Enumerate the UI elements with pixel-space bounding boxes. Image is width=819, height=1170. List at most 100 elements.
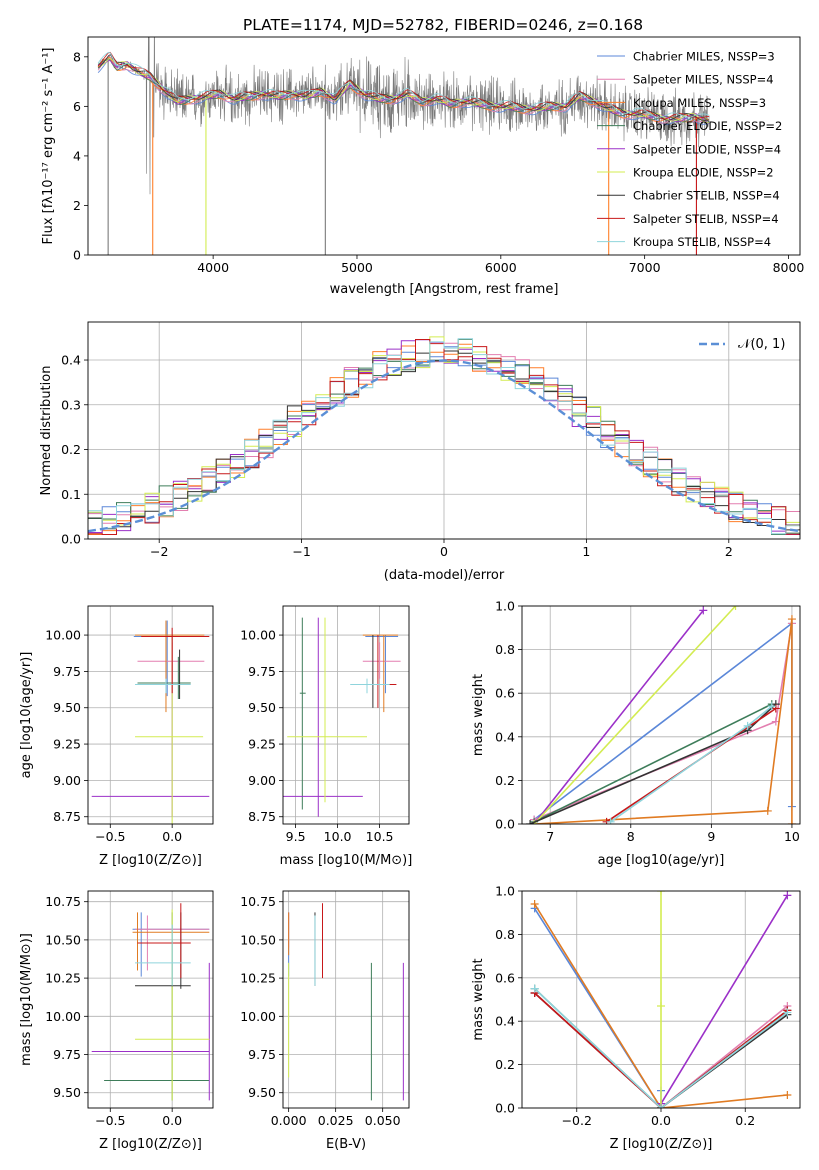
weight-line-2 [533, 903, 788, 1108]
x-tick-label: 0.0 [162, 829, 182, 844]
x-tick-label: −2 [150, 544, 168, 559]
plot-area [97, 37, 710, 255]
weight-marker-5 [530, 820, 539, 824]
y-tick-label: 2 [73, 198, 81, 213]
x-tick-label: 4000 [197, 260, 229, 275]
y-tick-label: 8.75 [53, 809, 81, 824]
legend-entry: Salpeter MILES, NSSP=4 [633, 73, 774, 87]
y-tick-label: 4 [73, 148, 81, 163]
axes-frame [87, 605, 214, 825]
plot-area [288, 903, 404, 1101]
x-tick-label: 0.000 [271, 1113, 307, 1128]
weight-line-5 [533, 606, 737, 824]
y-tick-label: 10.00 [240, 628, 276, 643]
axes-frame [87, 321, 801, 540]
panel-weight_vs_z: −0.2 0.0 0.2 0.0 0.2 0.4 0.6 0.8 1.0 Z [log10(Z/Z… [471, 884, 801, 1152]
weight-marker-2 [530, 900, 539, 909]
y-tick-label: 10.00 [240, 1009, 276, 1024]
x-tick-label: 10.0 [324, 829, 352, 844]
y-axis-label: age [log10(age/yr)] [19, 652, 34, 779]
y-axis-label: mass [log10(M/M⊙)] [19, 933, 34, 1066]
y-tick-label: 9.75 [53, 664, 81, 679]
weight-marker-8 [767, 702, 776, 711]
panel-age_vs_z: −0.5 0.0 8.75 9.00 9.25 9.50 9.75 10.00 Z [log10… [19, 605, 214, 868]
axes-frame [282, 605, 410, 825]
weight-line-8 [534, 988, 788, 1108]
y-tick-label: 10.75 [240, 894, 276, 909]
x-tick-label: 0.050 [365, 1113, 401, 1128]
model-curve-7 [97, 51, 710, 120]
x-tick-label: 0 [440, 544, 448, 559]
x-axis-label: E(B-V) [326, 1137, 366, 1152]
plot-area [283, 617, 401, 817]
x-tick-label: 0.0 [651, 1113, 671, 1128]
x-tick-label: 0.2 [735, 1113, 755, 1128]
histogram-5 [88, 336, 800, 526]
x-tick-label: 7 [546, 829, 554, 844]
weight-line-4 [533, 609, 704, 824]
weight-marker-4 [783, 891, 792, 900]
y-tick-label: 6 [73, 99, 81, 114]
y-tick-label: 0.2 [61, 442, 81, 457]
histogram-8 [88, 338, 800, 535]
model-curve-0 [97, 57, 710, 126]
y-tick-label: 9.00 [248, 773, 276, 788]
y-tick-label: 10.00 [45, 1009, 81, 1024]
x-axis-label: wavelength [Angstrom, rest frame] [330, 282, 559, 297]
y-tick-label: 9.75 [248, 664, 276, 679]
x-tick-label: 8000 [773, 260, 805, 275]
panel-mass_vs_z: −0.5 0.0 9.50 9.75 10.00 10.25 10.50 10.75 Z [lo… [19, 890, 214, 1152]
weight-line-4 [660, 894, 789, 1105]
y-tick-label: 10.25 [240, 971, 276, 986]
panel-age_vs_mass: 9.5 10.0 10.5 8.75 9.00 9.25 9.50 9.75 10.00 mass… [240, 605, 412, 868]
y-tick-label: 0 [73, 248, 81, 263]
y-tick-label: 0.0 [495, 1101, 515, 1116]
weight-marker-2 [787, 820, 796, 824]
x-axis-label: (data-model)/error [384, 568, 505, 583]
weight-marker-8 [743, 721, 752, 730]
y-tick-label: 9.25 [53, 737, 81, 752]
panel-weight_vs_age: 7 8 9 10 0.0 0.2 0.4 0.6 0.8 1.0 age [log10(age/yr… [471, 599, 801, 868]
y-tick-label: 10.25 [45, 971, 81, 986]
y-tick-label: 0.2 [495, 1057, 515, 1072]
model-curve-3 [97, 59, 710, 123]
y-tick-label: 9.50 [53, 1085, 81, 1100]
weight-marker-8 [530, 984, 539, 993]
y-tick-label: 9.50 [248, 700, 276, 715]
weight-marker-5 [657, 1002, 665, 1011]
x-tick-label: 9.5 [286, 829, 306, 844]
x-tick-label: 0.025 [318, 1113, 354, 1128]
x-axis-label: Z [log10(Z/Z⊙)] [610, 1137, 713, 1152]
x-tick-label: 2 [725, 544, 733, 559]
legend-entry: Salpeter ELODIE, NSSP=4 [633, 142, 781, 156]
weight-marker-2 [787, 615, 796, 624]
x-tick-label: 5000 [341, 260, 373, 275]
y-tick-label: 0.0 [61, 532, 81, 547]
x-tick-label: 8 [627, 829, 635, 844]
legend-entry: Salpeter STELIB, NSSP=4 [633, 212, 779, 226]
legend-entry: Kroupa MILES, NSSP=3 [633, 96, 766, 110]
y-tick-label: 1.0 [495, 599, 515, 614]
x-tick-label: 10 [784, 829, 800, 844]
panel-residuals: −2 −1 0 1 2 0.0 0.1 0.2 0.3 0.4 (data-model)/error… [39, 321, 801, 583]
x-tick-label: 7000 [629, 260, 661, 275]
x-tick-label: 0.0 [162, 1113, 182, 1128]
x-tick-label: −1 [292, 544, 310, 559]
model-curve-6 [97, 54, 710, 121]
panel-spectrum: 4000 5000 6000 7000 8000 0 2 4 6 8 wavelength [Ang… [41, 36, 805, 297]
y-axis-label: Flux [fλ10⁻¹⁷ erg cm⁻² s⁻¹ A⁻¹] [41, 48, 56, 245]
y-tick-label: 0.0 [495, 817, 515, 832]
spectrum-data [97, 37, 710, 195]
y-tick-label: 0.4 [495, 729, 515, 744]
weight-marker-5 [731, 606, 740, 610]
axes-frame [87, 36, 801, 256]
weight-marker-4 [699, 606, 708, 615]
y-tick-label: 0.8 [495, 927, 515, 942]
y-tick-label: 0.8 [495, 642, 515, 657]
y-tick-label: 9.75 [248, 1047, 276, 1062]
y-tick-label: 9.50 [53, 700, 81, 715]
y-tick-label: 8 [73, 49, 81, 64]
y-tick-label: 0.6 [495, 686, 515, 701]
weight-marker-2 [783, 1090, 792, 1099]
